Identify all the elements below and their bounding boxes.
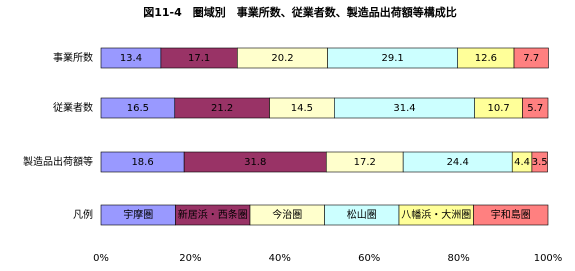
legend-label: 松山圏 — [347, 208, 377, 221]
legend-label: 宇和島圏 — [491, 208, 531, 221]
data-label: 13.4 — [120, 53, 142, 64]
data-label: 17.1 — [188, 53, 210, 64]
legend-label: 宇摩圏 — [123, 208, 153, 221]
data-label: 16.5 — [127, 103, 149, 114]
y-tick-label: 従業者数 — [53, 101, 93, 114]
x-tick-label: 20% — [179, 253, 201, 264]
data-label: 5.7 — [527, 103, 543, 114]
bar-segment — [522, 97, 549, 119]
legend-label: 今治圏 — [272, 208, 302, 221]
chart-title: 図11-4 圏域別 事業所数、従業者数、製造品出荷額等構成比 — [143, 5, 457, 19]
x-tick-label: 80% — [447, 253, 469, 264]
data-label: 12.6 — [475, 53, 497, 64]
data-label: 21.2 — [211, 103, 233, 114]
data-label: 18.6 — [131, 157, 153, 168]
data-label: 7.7 — [523, 53, 539, 64]
x-tick-label: 100% — [534, 253, 563, 264]
data-label: 29.1 — [382, 53, 404, 64]
bar-segment — [531, 151, 548, 173]
data-label: 3.5 — [532, 157, 548, 168]
bar-segment — [513, 47, 549, 69]
data-label: 31.8 — [244, 157, 266, 168]
data-label: 14.5 — [291, 103, 313, 114]
y-tick-label: 製造品出荷額等 — [23, 155, 93, 168]
x-tick-label: 0% — [93, 253, 109, 264]
data-label: 4.4 — [514, 157, 530, 168]
data-label: 10.7 — [487, 103, 509, 114]
x-tick-label: 60% — [358, 253, 380, 264]
legend-swatch — [473, 204, 549, 226]
data-label: 17.2 — [354, 157, 376, 168]
data-label: 24.4 — [447, 157, 469, 168]
legend-title: 凡例 — [73, 208, 93, 221]
data-label: 31.4 — [393, 103, 415, 114]
x-tick-label: 40% — [269, 253, 291, 264]
data-label: 20.2 — [271, 53, 293, 64]
legend-label: 八幡浜・大洲圏 — [401, 208, 471, 221]
y-tick-label: 事業所数 — [53, 51, 93, 64]
legend-label: 新居浜・西条圏 — [178, 208, 248, 221]
